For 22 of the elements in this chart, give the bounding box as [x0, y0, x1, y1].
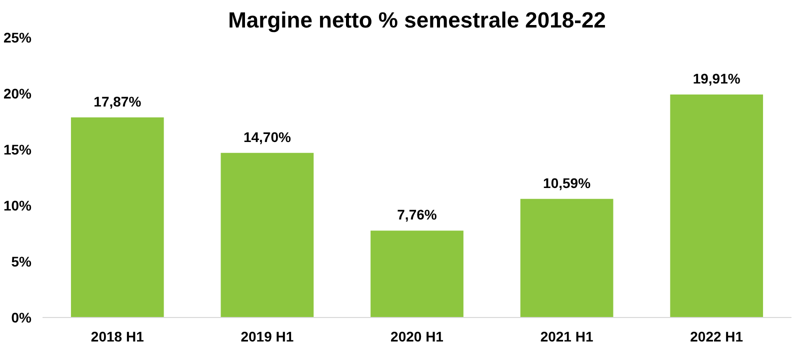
y-tick-label: 20% [3, 86, 32, 102]
bar [220, 152, 314, 318]
x-tick-label: 2018 H1 [90, 328, 144, 344]
data-label: 19,91% [692, 70, 741, 87]
y-tick-label: 15% [3, 142, 32, 158]
y-tick-label: 5% [11, 254, 32, 270]
data-label: 17,87% [94, 93, 142, 110]
chart-title: Margine netto % semestrale 2018-22 [228, 8, 606, 32]
bar [70, 117, 164, 318]
x-tick-label: 2022 H1 [690, 328, 744, 344]
y-tick-label: 0% [11, 310, 32, 326]
bar [370, 230, 464, 318]
x-tick-label: 2020 H1 [390, 328, 444, 344]
y-tick-label: 10% [3, 198, 32, 214]
data-label: 10,59% [543, 174, 592, 191]
data-label: 7,76% [397, 206, 438, 223]
x-tick-label: 2021 H1 [540, 328, 594, 344]
y-tick-label: 25% [3, 30, 32, 46]
bar [520, 198, 614, 318]
x-tick-label: 2019 H1 [240, 328, 294, 344]
data-label: 14,70% [243, 128, 292, 145]
bar [670, 94, 764, 318]
